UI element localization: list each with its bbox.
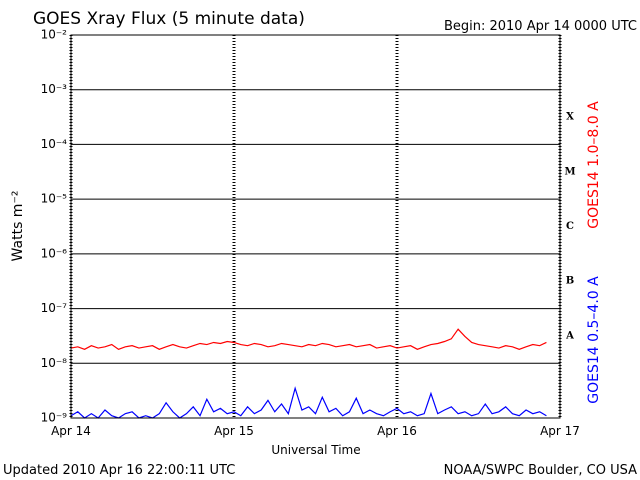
flare-class-label: C <box>566 221 574 232</box>
flare-class-label: X <box>566 112 574 123</box>
legend-entry: GOES14 1.0–8.0 A <box>586 101 602 229</box>
y-tick-label: 10⁻³ <box>41 82 68 96</box>
begin-label: Begin: 2010 Apr 14 0000 UTC <box>444 19 637 34</box>
y-tick-label: 10⁻⁴ <box>41 137 68 151</box>
y-tick-label: 10⁻⁹ <box>41 411 68 425</box>
updated-label: Updated 2010 Apr 16 22:00:11 UTC <box>3 463 235 478</box>
x-tick-label: Apr 14 <box>51 424 91 438</box>
y-tick-label: 10⁻⁶ <box>41 246 68 260</box>
flare-class-label: A <box>565 330 574 341</box>
legend-entry: GOES14 0.5–4.0 A <box>586 276 602 404</box>
credit: NOAA/SWPC Boulder, CO USA <box>444 463 637 478</box>
series-line <box>70 328 547 350</box>
x-tick-label: Apr 15 <box>214 424 254 438</box>
y-tick-label: 10⁻² <box>41 28 68 42</box>
x-axis-label: Universal Time <box>271 443 360 457</box>
chart-title: GOES Xray Flux (5 minute data) <box>33 9 305 29</box>
y-tick-label: 10⁻⁵ <box>41 192 68 206</box>
y-axis-label: Watts m⁻² <box>10 191 26 262</box>
x-tick-label: Apr 17 <box>540 424 580 438</box>
x-tick-label: Apr 16 <box>377 424 417 438</box>
y-tick-label: 10⁻⁸ <box>41 356 68 370</box>
series-line <box>70 386 547 419</box>
y-tick-label: 10⁻⁷ <box>41 301 68 315</box>
plot-frame <box>70 34 561 419</box>
flare-class-label: M <box>564 166 575 177</box>
flare-class-label: B <box>566 276 574 287</box>
